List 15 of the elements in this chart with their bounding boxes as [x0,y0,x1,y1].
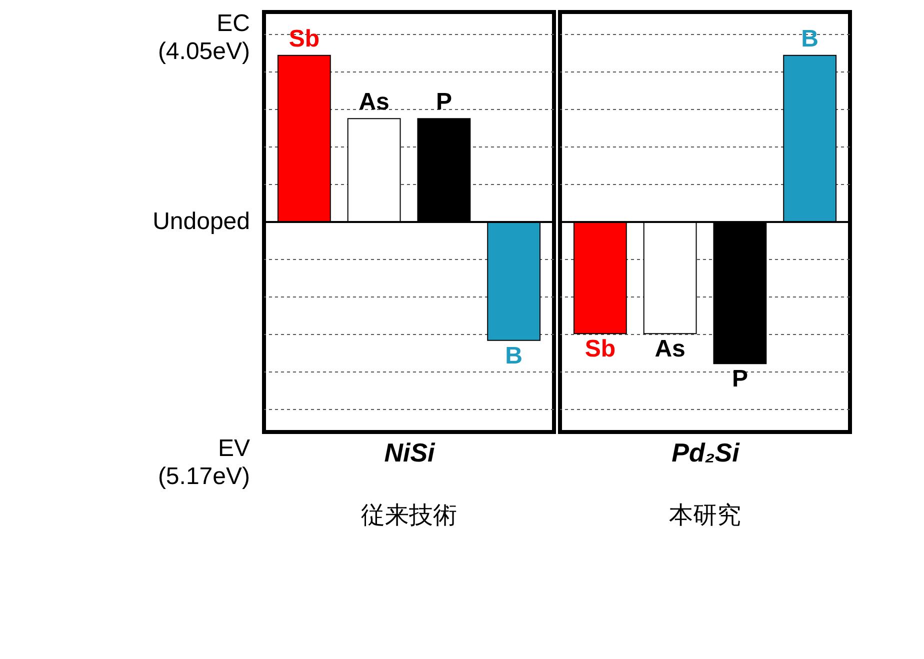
x-axis-title: NiSi [384,438,436,468]
category-label: P [732,366,748,393]
ref-line-label: Undoped [152,208,250,235]
category-label: Sb [584,336,616,363]
category-label: B [505,342,522,370]
text: 本研究 [669,502,741,529]
text: EC (4.05eV) [158,10,250,65]
text: EV (5.17eV) [158,435,250,490]
category-label: As [358,88,390,116]
category-label: As [654,336,686,363]
category-label: P [436,88,452,116]
x-axis-title: Pd₂Si [672,438,740,468]
text: 従来技術 [361,502,457,529]
category-label: Sb [288,25,320,52]
category-label: B [801,25,818,52]
